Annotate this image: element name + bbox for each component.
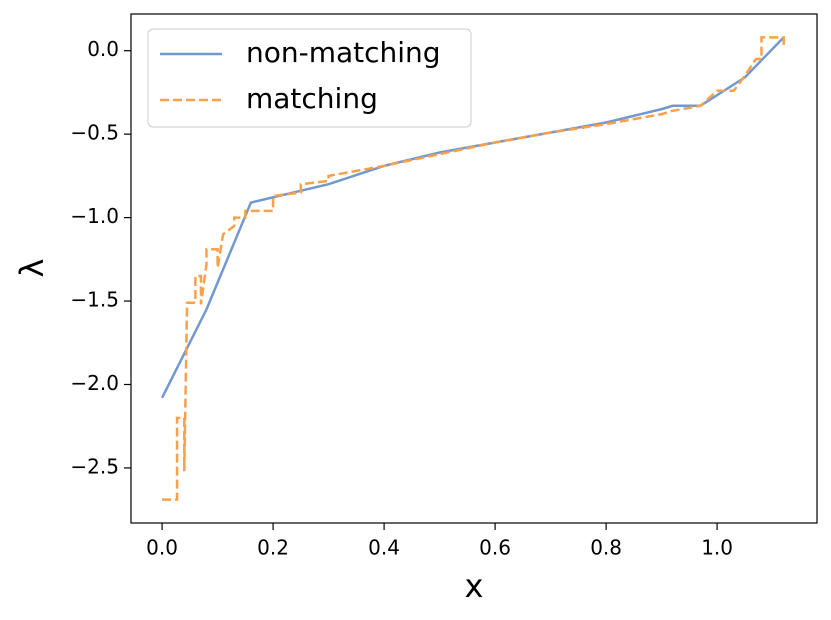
x-tick-label: 0.4 [368,536,400,560]
x-tick-label: 0.0 [146,536,178,560]
plot-frame [130,13,818,524]
y-tick-label: −1.0 [70,204,119,228]
y-tick-label: −0.5 [70,121,119,145]
y-axis-label: λ [13,259,51,278]
legend-box [147,28,472,128]
y-tick-label: −1.5 [70,288,119,312]
x-tick-label: 0.2 [257,536,289,560]
legend-label: non-matching [246,36,441,69]
line [162,36,785,501]
x-tick-label: 0.6 [479,536,511,560]
x-axis-label: x [465,567,484,605]
y-tick-label: −2.5 [70,454,119,478]
y-tick-label: 0.0 [87,37,119,61]
x-tick-label: 1.0 [701,536,733,560]
y-tick-label: −2.0 [70,371,119,395]
legend-label: matching [246,82,378,115]
x-tick-label: 0.8 [590,536,622,560]
